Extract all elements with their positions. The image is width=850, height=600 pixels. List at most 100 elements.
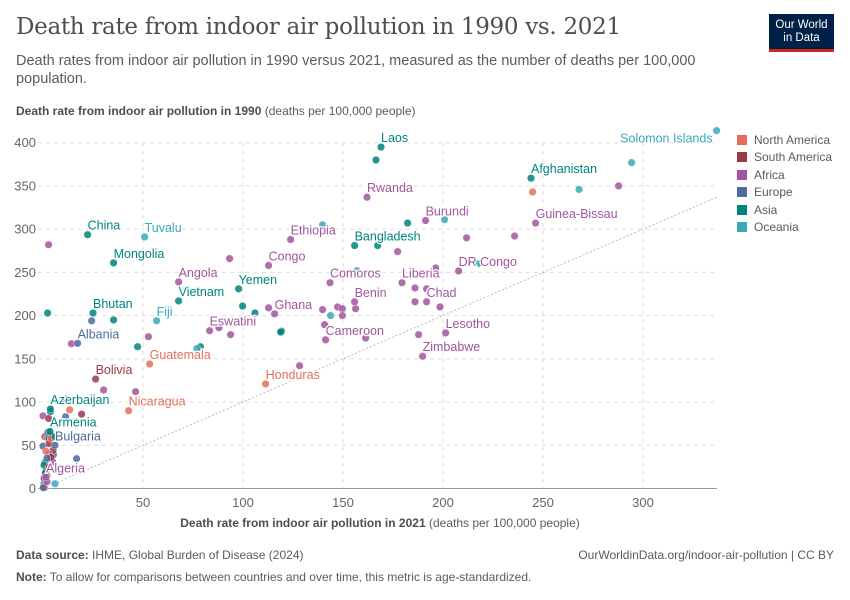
point-label: Bangladesh bbox=[355, 230, 421, 244]
data-point-lesotho bbox=[441, 328, 450, 337]
legend: North America South America Africa Europe As… bbox=[737, 131, 832, 236]
y-axis-title-main: Death rate from indoor air pollution in … bbox=[16, 104, 262, 118]
data-point bbox=[462, 233, 471, 242]
data-point-solomon-islands bbox=[712, 126, 721, 135]
x-axis-title-main: Death rate from indoor air pollution in … bbox=[180, 516, 426, 530]
note-label: Note: bbox=[16, 570, 47, 584]
data-point-algeria bbox=[42, 473, 51, 482]
point-label: Bolivia bbox=[96, 363, 133, 377]
point-label: Tuvalu bbox=[145, 221, 182, 235]
point-label: Laos bbox=[381, 131, 408, 145]
data-point-benin bbox=[350, 297, 359, 306]
data-point-liberia bbox=[398, 278, 407, 287]
x-tick-label: 300 bbox=[632, 495, 654, 510]
data-point bbox=[338, 311, 347, 320]
data-point bbox=[422, 284, 431, 293]
point-label: Vietnam bbox=[179, 285, 225, 299]
y-axis-title: Death rate from indoor air pollution in … bbox=[16, 104, 416, 118]
point-label: Bhutan bbox=[93, 297, 133, 311]
data-point bbox=[575, 185, 584, 194]
point-label: Azerbaijan bbox=[50, 393, 109, 407]
chart-subtitle: Death rates from indoor air pollution in… bbox=[16, 53, 696, 87]
x-tick-label: 150 bbox=[332, 495, 354, 510]
y-tick-label: 150 bbox=[14, 351, 36, 366]
y-tick-label: 250 bbox=[14, 265, 36, 280]
data-point bbox=[43, 454, 52, 463]
legend-item-south-america[interactable]: South America bbox=[737, 149, 832, 167]
point-label: Chad bbox=[427, 286, 457, 300]
point-label: Honduras bbox=[266, 368, 320, 382]
data-point bbox=[65, 405, 74, 414]
point-label: Zimbabwe bbox=[423, 340, 481, 354]
data-point-china bbox=[83, 230, 92, 239]
data-point-comoros bbox=[326, 278, 335, 287]
data-point-burundi bbox=[421, 216, 430, 225]
data-point-fiji bbox=[152, 316, 161, 325]
point-label: Solomon Islands bbox=[620, 132, 712, 146]
data-point bbox=[61, 412, 70, 421]
data-source: Data source: IHME, Global Burden of Dise… bbox=[16, 548, 303, 562]
data-point bbox=[373, 241, 382, 250]
data-point bbox=[627, 158, 636, 167]
source-label: Data source: bbox=[16, 548, 89, 562]
point-label: Comoros bbox=[330, 267, 381, 281]
data-point bbox=[372, 155, 381, 164]
data-point bbox=[276, 328, 285, 337]
x-tick-label: 100 bbox=[232, 495, 254, 510]
point-label: Armenia bbox=[50, 415, 97, 429]
data-point-laos bbox=[377, 143, 386, 152]
data-point bbox=[214, 323, 223, 332]
data-point bbox=[436, 302, 445, 311]
x-axis-title: Death rate from indoor air pollution in … bbox=[0, 516, 760, 530]
point-label: Nicaragua bbox=[129, 395, 186, 409]
data-point bbox=[353, 266, 362, 275]
data-point-tuvalu bbox=[140, 232, 149, 241]
data-point bbox=[411, 283, 420, 292]
data-point bbox=[43, 309, 52, 318]
legend-item-north-america[interactable]: North America bbox=[737, 131, 832, 149]
data-point-bulgaria bbox=[51, 441, 60, 450]
data-point bbox=[264, 303, 273, 312]
point-label: Rwanda bbox=[367, 181, 413, 195]
data-point-zimbabwe bbox=[418, 352, 427, 361]
data-point-yemen bbox=[234, 284, 243, 293]
data-point bbox=[99, 385, 108, 394]
legend-item-oceania[interactable]: Oceania bbox=[737, 219, 832, 237]
data-point-bolivia bbox=[91, 375, 100, 384]
logo-line-1: Our World bbox=[775, 19, 828, 31]
data-point bbox=[77, 410, 86, 419]
point-label: Bulgaria bbox=[55, 429, 101, 443]
owid-logo[interactable]: Our World in Data bbox=[769, 14, 834, 52]
data-point bbox=[440, 215, 449, 224]
point-label: Guatemala bbox=[150, 348, 211, 362]
source-url[interactable]: OurWorldinData.org/indoor-air-pollution … bbox=[578, 548, 834, 562]
x-tick-label: 50 bbox=[136, 495, 150, 510]
legend-item-europe[interactable]: Europe bbox=[737, 184, 832, 202]
x-axis-title-unit: (deaths per 100,000 people) bbox=[428, 516, 580, 530]
data-point-bangladesh bbox=[350, 241, 359, 250]
data-point bbox=[318, 220, 327, 229]
data-point bbox=[51, 479, 60, 488]
data-point bbox=[238, 302, 247, 311]
data-point bbox=[225, 254, 234, 263]
legend-swatch bbox=[737, 134, 747, 145]
data-point bbox=[45, 462, 54, 471]
data-point bbox=[51, 432, 60, 441]
y-tick-label: 100 bbox=[14, 395, 36, 410]
y-axis-title-unit: (deaths per 100,000 people) bbox=[264, 104, 416, 118]
source-text[interactable]: IHME, Global Burden of Disease (2024) bbox=[92, 548, 304, 562]
legend-label: Europe bbox=[754, 185, 793, 200]
legend-item-africa[interactable]: Africa bbox=[737, 166, 832, 184]
point-label: China bbox=[88, 219, 121, 233]
data-point bbox=[39, 483, 48, 492]
data-point bbox=[411, 297, 420, 306]
point-label: Congo bbox=[269, 249, 306, 263]
data-point bbox=[510, 232, 519, 241]
legend-item-asia[interactable]: Asia bbox=[737, 201, 832, 219]
y-tick-label: 400 bbox=[14, 135, 36, 150]
point-label: Liberia bbox=[402, 267, 440, 281]
y-tick-label: 50 bbox=[22, 438, 36, 453]
data-point-mongolia bbox=[109, 258, 118, 267]
x-tick-label: 250 bbox=[532, 495, 554, 510]
